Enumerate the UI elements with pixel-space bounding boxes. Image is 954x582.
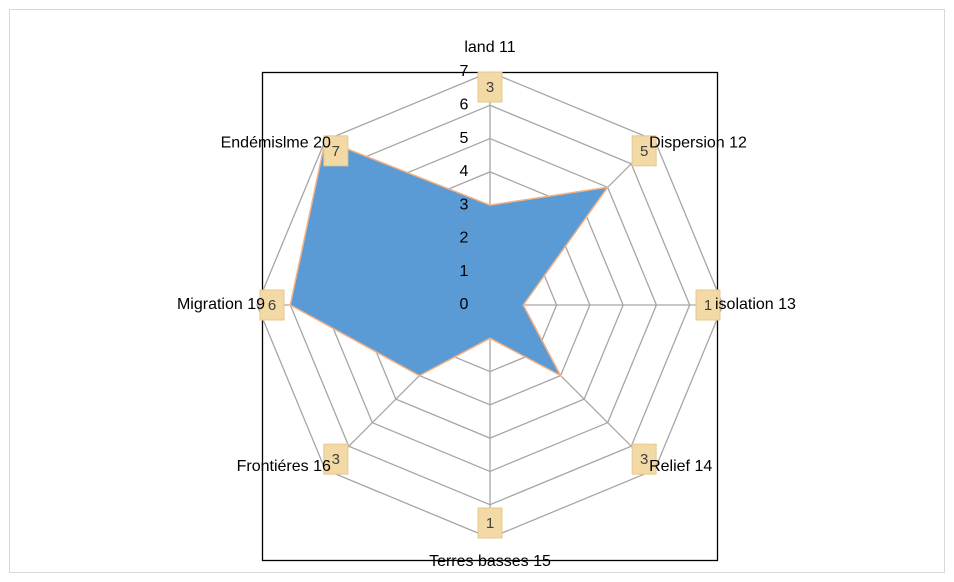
category-label: land 11 <box>464 39 515 56</box>
data-label-box <box>477 507 503 539</box>
data-label: 3 <box>486 79 494 96</box>
data-label: 6 <box>268 297 276 314</box>
data-label-box <box>631 135 657 167</box>
category-label: Frontiéres 16 <box>237 458 331 475</box>
data-label-box <box>695 289 721 321</box>
r-tick-label: 5 <box>460 130 469 147</box>
data-label: 7 <box>332 143 340 160</box>
category-label: Migration 19 <box>177 296 265 313</box>
data-label: 5 <box>640 143 648 160</box>
category-label: Dispersion 12 <box>649 134 747 151</box>
category-label: Terres basses 15 <box>429 553 551 570</box>
data-label-box <box>631 443 657 475</box>
r-tick-label: 1 <box>460 263 469 280</box>
category-label: Endémislme 20 <box>221 134 331 151</box>
data-label-box <box>477 71 503 103</box>
data-label: 1 <box>486 515 494 532</box>
category-label: Relief 14 <box>649 458 712 475</box>
category-label: isolation 13 <box>715 296 796 313</box>
data-label-box <box>259 289 285 321</box>
data-label: 3 <box>332 451 340 468</box>
r-tick-label: 3 <box>460 196 469 213</box>
radar-area <box>289 139 610 378</box>
data-label: 3 <box>640 451 648 468</box>
data-label-box <box>323 443 349 475</box>
r-tick-label: 4 <box>460 163 469 180</box>
data-label: 1 <box>704 297 712 314</box>
r-tick-label: 2 <box>460 230 469 247</box>
r-tick-label: 6 <box>460 97 469 114</box>
r-tick-label: 0 <box>460 296 469 313</box>
data-label-box <box>323 135 349 167</box>
r-tick-label: 7 <box>460 63 469 80</box>
